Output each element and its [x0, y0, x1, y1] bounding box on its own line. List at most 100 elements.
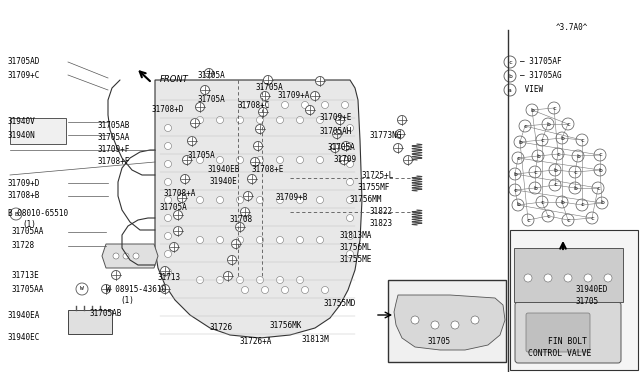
Circle shape	[549, 164, 561, 176]
Circle shape	[182, 155, 191, 164]
Circle shape	[188, 137, 196, 145]
Circle shape	[346, 160, 353, 167]
Text: 31709+E: 31709+E	[320, 113, 353, 122]
Circle shape	[576, 199, 588, 211]
Text: c: c	[533, 170, 537, 174]
Circle shape	[397, 115, 406, 125]
Text: 31755MD: 31755MD	[323, 298, 355, 308]
Circle shape	[196, 116, 204, 124]
Text: c: c	[508, 60, 512, 64]
Text: 31705AB: 31705AB	[90, 308, 122, 317]
Polygon shape	[155, 80, 362, 338]
Text: b: b	[560, 135, 564, 141]
Circle shape	[236, 222, 244, 231]
Circle shape	[177, 193, 186, 202]
Text: 31940EC: 31940EC	[8, 334, 40, 343]
Text: (1): (1)	[22, 221, 36, 230]
Circle shape	[346, 215, 353, 221]
Circle shape	[330, 144, 339, 153]
Text: (1): (1)	[120, 295, 134, 305]
Text: 31708+A: 31708+A	[163, 189, 195, 199]
Circle shape	[564, 274, 572, 282]
Bar	[68, 310, 112, 334]
Circle shape	[471, 316, 479, 324]
Circle shape	[536, 134, 548, 146]
Text: c: c	[553, 183, 557, 187]
Text: 31940ED: 31940ED	[575, 285, 607, 295]
Polygon shape	[394, 295, 505, 350]
Circle shape	[257, 276, 264, 283]
Circle shape	[346, 250, 353, 257]
Circle shape	[216, 116, 223, 124]
Circle shape	[317, 116, 323, 124]
Circle shape	[205, 68, 214, 77]
Circle shape	[164, 250, 172, 257]
FancyBboxPatch shape	[526, 313, 590, 352]
Text: 31709+A: 31709+A	[277, 92, 309, 100]
Text: 31705A: 31705A	[198, 96, 226, 105]
Text: 31709+B: 31709+B	[276, 193, 308, 202]
Text: b: b	[576, 154, 580, 158]
Circle shape	[310, 92, 319, 100]
Circle shape	[542, 118, 554, 130]
Circle shape	[161, 266, 170, 276]
Circle shape	[519, 120, 531, 132]
Text: c: c	[556, 151, 560, 157]
Text: 31813MA: 31813MA	[340, 231, 372, 241]
Circle shape	[346, 125, 353, 131]
Text: b: b	[553, 167, 557, 173]
Circle shape	[262, 286, 269, 294]
Text: b: b	[513, 171, 517, 176]
Circle shape	[196, 157, 204, 164]
Circle shape	[321, 102, 328, 109]
Circle shape	[509, 184, 521, 196]
Text: 31940EA: 31940EA	[8, 311, 40, 320]
Text: B 08010-65510: B 08010-65510	[8, 209, 68, 218]
Text: b: b	[508, 74, 512, 78]
Circle shape	[301, 102, 308, 109]
Text: FIN BOLT: FIN BOLT	[548, 337, 587, 346]
Text: b: b	[546, 122, 550, 126]
Circle shape	[257, 196, 264, 203]
Circle shape	[170, 243, 179, 251]
Circle shape	[594, 149, 606, 161]
Circle shape	[562, 214, 574, 226]
Circle shape	[556, 196, 568, 208]
Circle shape	[241, 102, 248, 109]
Circle shape	[111, 270, 120, 279]
Circle shape	[276, 116, 284, 124]
Circle shape	[180, 174, 189, 183]
Text: b: b	[536, 154, 540, 158]
Circle shape	[512, 199, 524, 211]
Circle shape	[253, 141, 262, 151]
Circle shape	[243, 192, 253, 201]
Circle shape	[196, 196, 204, 203]
Bar	[388, 280, 506, 362]
Circle shape	[396, 129, 404, 138]
Circle shape	[321, 286, 328, 294]
Circle shape	[536, 196, 548, 208]
Text: b: b	[533, 186, 537, 190]
Text: 31708+D: 31708+D	[152, 106, 184, 115]
Circle shape	[216, 237, 223, 244]
Text: — 31705AF: — 31705AF	[520, 58, 562, 67]
Circle shape	[232, 240, 241, 248]
Circle shape	[335, 115, 344, 125]
Text: 31713E: 31713E	[12, 270, 40, 279]
Circle shape	[164, 125, 172, 131]
Text: 31813M: 31813M	[302, 336, 330, 344]
Text: 31705AA: 31705AA	[12, 228, 44, 237]
Polygon shape	[102, 244, 158, 268]
Text: c: c	[580, 138, 584, 142]
Circle shape	[227, 256, 237, 264]
Circle shape	[164, 142, 172, 150]
Circle shape	[241, 286, 248, 294]
Text: 31726+A: 31726+A	[239, 337, 271, 346]
Text: 31709+F: 31709+F	[98, 145, 131, 154]
Text: c: c	[540, 199, 544, 205]
Circle shape	[552, 148, 564, 160]
Circle shape	[522, 214, 534, 226]
Text: 31708+B: 31708+B	[8, 192, 40, 201]
Circle shape	[342, 141, 351, 151]
Text: 31705A: 31705A	[255, 83, 283, 93]
